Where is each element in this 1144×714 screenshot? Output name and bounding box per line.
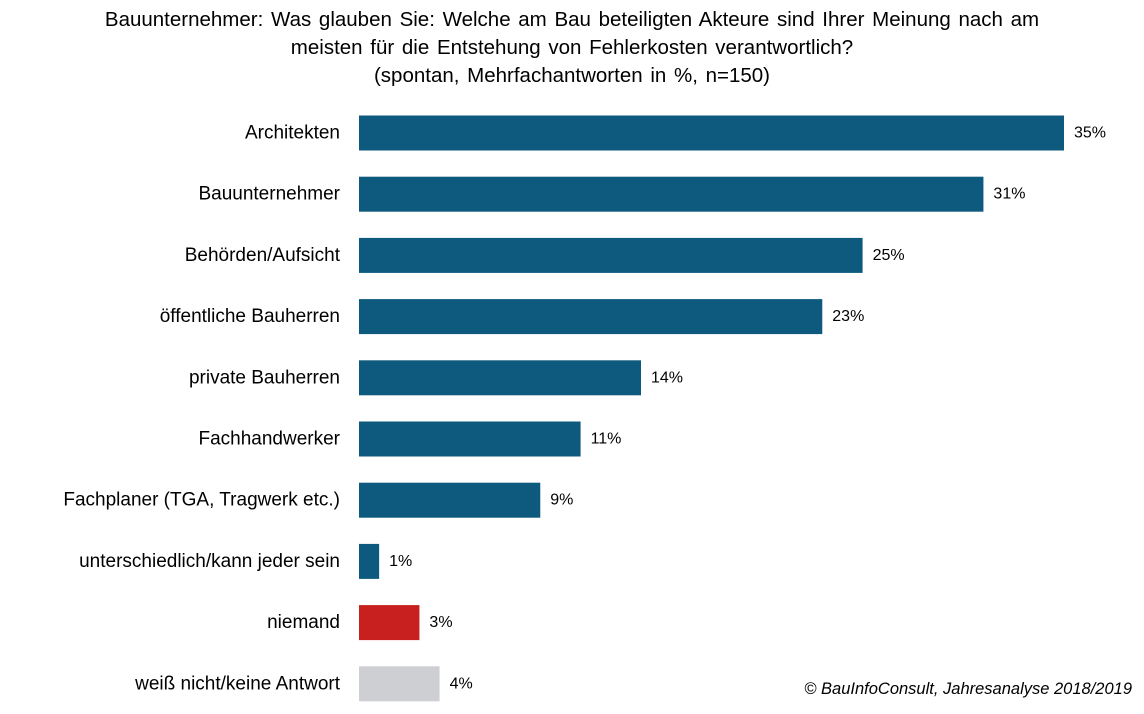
category-label-bauunternehmer: Bauunternehmer <box>198 184 340 205</box>
chart-title-line-1: Bauunternehmer: Was glauben Sie: Welche … <box>104 8 1040 31</box>
chart-subtitle: (spontan, Mehrfachantworten in %, n=150) <box>373 64 771 87</box>
chart-title-line-2: meisten für die Entstehung von Fehlerkos… <box>290 36 854 59</box>
bar-fachhandwerker <box>359 421 581 457</box>
category-label-unterschiedlich-kann-jeder-sein: unterschiedlich/kann jeder sein <box>79 551 340 572</box>
value-label-behoerden-aufsicht: 25% <box>873 247 905 264</box>
category-label-architekten: Architekten <box>245 123 340 144</box>
source-note: © BauInfoConsult, Jahresanalyse 2018/201… <box>804 680 1132 698</box>
value-label-weiss-nicht-keine-antwort: 4% <box>450 675 473 692</box>
category-label-weiss-nicht-keine-antwort: weiß nicht/keine Antwort <box>134 673 341 694</box>
value-label-niemand: 3% <box>429 614 452 631</box>
category-label-fachplaner-tga-tragwerk-etc: Fachplaner (TGA, Tragwerk etc.) <box>63 490 340 511</box>
category-label-oeffentliche-bauherren: öffentliche Bauherren <box>160 306 340 327</box>
bar-behoerden-aufsicht <box>359 237 863 273</box>
value-label-bauunternehmer: 31% <box>993 186 1025 203</box>
bar-bauunternehmer <box>359 176 984 212</box>
bar-weiss-nicht-keine-antwort <box>359 666 440 702</box>
value-label-oeffentliche-bauherren: 23% <box>832 308 864 325</box>
bar-architekten <box>359 115 1064 151</box>
chart-title: Bauunternehmer: Was glauben Sie: Welche … <box>0 6 1144 90</box>
category-label-fachhandwerker: Fachhandwerker <box>198 429 340 450</box>
category-label-behoerden-aufsicht: Behörden/Aufsicht <box>185 245 341 266</box>
value-label-fachhandwerker: 11% <box>591 431 622 448</box>
value-label-unterschiedlich-kann-jeder-sein: 1% <box>389 553 412 570</box>
bar-fachplaner-tga-tragwerk-etc <box>359 482 541 518</box>
bar-oeffentliche-bauherren <box>359 299 823 335</box>
value-label-fachplaner-tga-tragwerk-etc: 9% <box>550 492 573 509</box>
category-label-private-bauherren: private Bauherren <box>189 367 340 388</box>
category-label-niemand: niemand <box>267 612 340 633</box>
value-label-private-bauherren: 14% <box>651 369 683 386</box>
bar-unterschiedlich-kann-jeder-sein <box>359 543 380 579</box>
bar-niemand <box>359 605 420 641</box>
bar-private-bauherren <box>359 360 641 396</box>
value-label-architekten: 35% <box>1074 125 1106 142</box>
